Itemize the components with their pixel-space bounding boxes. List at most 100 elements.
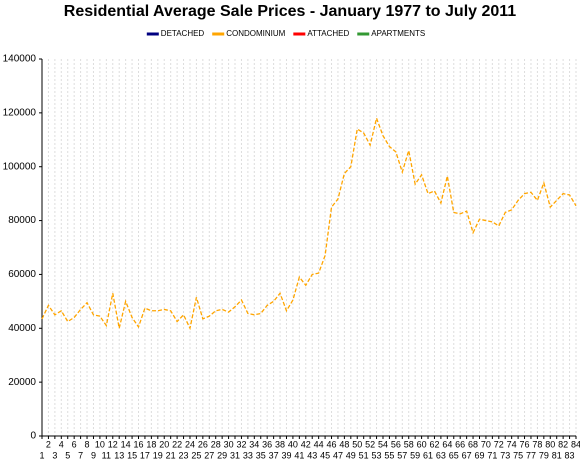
x-tick-label: 32: [236, 439, 246, 449]
x-tick-label: 60: [417, 439, 427, 449]
x-tick-label: 46: [327, 439, 337, 449]
x-tick-label: 50: [352, 439, 362, 449]
x-tick-label: 47: [333, 450, 343, 460]
x-tick-label: 2: [46, 439, 51, 449]
x-tick-label: 8: [85, 439, 90, 449]
x-tick-label: 79: [539, 450, 549, 460]
x-tick-label: 39: [281, 450, 291, 460]
x-tick-label: 54: [378, 439, 388, 449]
x-tick-label: 61: [423, 450, 433, 460]
x-tick-label: 67: [462, 450, 472, 460]
x-tick-label: 73: [500, 450, 510, 460]
y-tick-label: 0: [30, 431, 36, 442]
x-tick-label: 25: [191, 450, 201, 460]
x-tick-label: 43: [307, 450, 317, 460]
x-tick-label: 70: [481, 439, 491, 449]
x-tick-label: 76: [520, 439, 530, 449]
x-tick-label: 11: [102, 450, 111, 460]
x-tick-label: 20: [159, 439, 169, 449]
x-tick-label: 34: [249, 439, 259, 449]
legend-swatch: [357, 32, 370, 36]
x-tick-label: 3: [52, 450, 57, 460]
x-tick-label: 53: [372, 450, 382, 460]
x-tick-label: 69: [474, 450, 484, 460]
legend-label: DETACHED: [161, 29, 205, 38]
x-tick-label: 15: [127, 450, 137, 460]
x-tick-label: 48: [339, 439, 349, 449]
x-tick-label: 17: [140, 450, 150, 460]
x-tick-label: 10: [95, 439, 105, 449]
x-tick-label: 6: [72, 439, 77, 449]
x-tick-label: 65: [449, 450, 459, 460]
x-tick-label: 44: [314, 439, 324, 449]
x-tick-label: 1: [39, 450, 44, 460]
x-tick-label: 35: [256, 450, 266, 460]
x-tick-label: 5: [65, 450, 70, 460]
x-tick-label: 62: [429, 439, 439, 449]
y-tick-label: 20000: [8, 377, 36, 388]
legend-label: APARTMENTS: [371, 29, 425, 38]
x-tick-label: 81: [552, 450, 562, 460]
x-tick-label: 12: [108, 439, 118, 449]
y-tick-label: 80000: [8, 215, 36, 226]
x-tick-label: 7: [78, 450, 83, 460]
x-tick-label: 29: [217, 450, 227, 460]
x-tick-label: 55: [384, 450, 394, 460]
x-tick-label: 31: [230, 450, 240, 460]
x-tick-label: 74: [507, 439, 517, 449]
x-tick-label: 49: [346, 450, 356, 460]
x-tick-label: 59: [410, 450, 420, 460]
y-tick-label: 100000: [3, 161, 37, 172]
x-tick-label: 22: [172, 439, 182, 449]
x-tick-label: 78: [532, 439, 542, 449]
x-tick-label: 77: [526, 450, 536, 460]
x-tick-label: 37: [269, 450, 279, 460]
x-tick-label: 71: [487, 450, 497, 460]
x-tick-label: 13: [114, 450, 124, 460]
y-tick-label: 140000: [3, 54, 37, 65]
y-tick-label: 120000: [3, 107, 37, 118]
x-tick-label: 36: [262, 439, 272, 449]
x-tick-label: 9: [91, 450, 96, 460]
x-tick-label: 83: [565, 450, 575, 460]
x-tick-label: 16: [133, 439, 143, 449]
legend-label: CONDOMINIUM: [226, 29, 285, 38]
legend-label: ATTACHED: [307, 29, 349, 38]
x-tick-label: 28: [211, 439, 221, 449]
x-tick-label: 26: [198, 439, 208, 449]
x-tick-label: 18: [146, 439, 156, 449]
x-tick-label: 19: [153, 450, 163, 460]
x-tick-label: 57: [397, 450, 407, 460]
x-tick-label: 63: [436, 450, 446, 460]
x-tick-label: 75: [513, 450, 523, 460]
x-tick-label: 66: [455, 439, 465, 449]
x-tick-label: 40: [288, 439, 298, 449]
y-tick-label: 60000: [8, 269, 36, 280]
legend-swatch: [212, 32, 225, 36]
x-tick-label: 72: [494, 439, 504, 449]
x-tick-label: 30: [224, 439, 234, 449]
legend-swatch: [146, 32, 159, 36]
x-tick-label: 68: [468, 439, 478, 449]
x-tick-label: 14: [121, 439, 131, 449]
x-tick-label: 41: [294, 450, 304, 460]
x-tick-label: 56: [391, 439, 401, 449]
x-tick-label: 80: [545, 439, 555, 449]
x-tick-label: 4: [59, 439, 64, 449]
x-tick-label: 58: [404, 439, 414, 449]
legend-swatch: [293, 32, 306, 36]
x-tick-label: 42: [301, 439, 311, 449]
x-tick-label: 52: [365, 439, 375, 449]
x-tick-label: 24: [185, 439, 195, 449]
x-tick-label: 45: [320, 450, 330, 460]
x-tick-label: 38: [275, 439, 285, 449]
x-tick-label: 27: [204, 450, 214, 460]
x-tick-label: 23: [179, 450, 189, 460]
x-tick-label: 82: [558, 439, 568, 449]
x-tick-label: 84: [571, 439, 580, 449]
x-tick-label: 33: [243, 450, 253, 460]
x-tick-label: 21: [166, 450, 176, 460]
x-tick-label: 64: [442, 439, 452, 449]
